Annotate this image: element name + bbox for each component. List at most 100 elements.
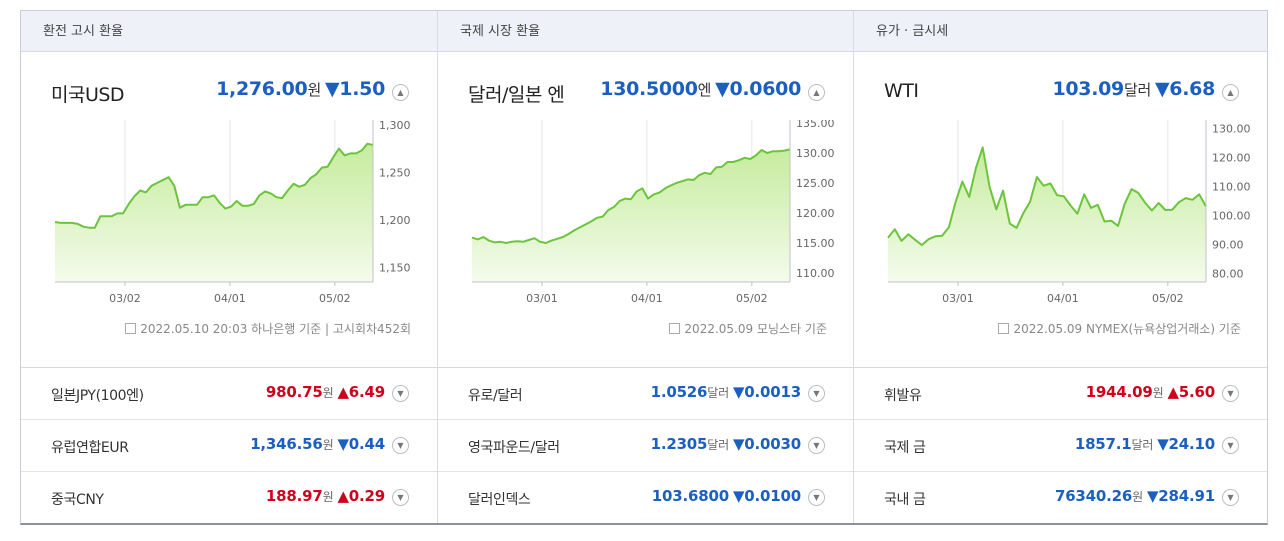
list-item-name[interactable]: 유럽연합EUR: [51, 440, 129, 456]
list-item-change: ▼284.91: [1146, 487, 1215, 505]
list-item-change: ▼24.10: [1157, 435, 1215, 453]
list-item-change: ▼0.0013: [732, 383, 801, 401]
list-item-change: ▲5.60: [1167, 383, 1215, 401]
y-tick-label: 1,250: [379, 166, 411, 179]
list-item[interactable]: 유럽연합EUR 1,346.56원 ▼0.44 ▼: [21, 420, 437, 472]
main-quote-value-group: 130.5000엔 ▼0.0600: [600, 78, 801, 100]
x-tick-label: 03/01: [526, 292, 558, 305]
y-tick-label: 130.00: [796, 147, 835, 160]
list-item-name[interactable]: 중국CNY: [51, 492, 104, 508]
list-item-value-group: 103.6800 ▼0.0100: [652, 487, 801, 505]
chevron-up-icon[interactable]: ▲: [808, 84, 825, 101]
chevron-down-icon[interactable]: ▼: [1222, 385, 1239, 402]
list-item-value: 103.6800: [651, 487, 729, 505]
chart-svg: 03/01 04/01 05/02 130.00 120.00 110.00 100.00 9…: [887, 120, 1251, 305]
y-tick-label: 125.00: [796, 177, 835, 190]
list-item-value-group: 1,346.56원 ▼0.44: [250, 435, 385, 453]
main-quote-unit: 달러: [1123, 81, 1151, 99]
footnote-text: 2022.05.09 모닝스타 기준: [684, 322, 827, 336]
x-tick-label: 03/01: [942, 292, 974, 305]
main-quote-name[interactable]: 달러/일본 엔: [468, 84, 565, 106]
footnote: 2022.05.09 모닝스타 기준: [669, 320, 827, 337]
list-item-unit: 달러: [707, 386, 729, 400]
y-tick-label: 115.00: [796, 237, 835, 250]
list-item-name[interactable]: 달러인덱스: [468, 492, 531, 508]
chevron-down-icon[interactable]: ▼: [808, 437, 825, 454]
list-item-unit: 원: [322, 438, 334, 452]
main-quote-value: 130.5000: [600, 78, 698, 100]
y-tick-label: 1,150: [379, 262, 411, 275]
series-line: [54, 142, 374, 229]
list-item[interactable]: 일본JPY(100엔) 980.75원 ▲6.49 ▼: [21, 368, 437, 420]
footnote: 2022.05.09 NYMEX(뉴욕상업거래소) 기준: [998, 320, 1241, 337]
area-fill: [888, 147, 1206, 282]
list-item-name[interactable]: 휘발유: [884, 388, 922, 404]
list-item-value: 1,346.56: [250, 435, 323, 453]
list-item-value-group: 1944.09원 ▲5.60: [1085, 383, 1216, 401]
chevron-down-icon[interactable]: ▼: [1222, 489, 1239, 506]
main-quote-value-group: 103.09달러 ▼6.68: [1052, 78, 1215, 100]
main-quote-unit: 원: [307, 81, 321, 99]
list-item-name[interactable]: 국제 금: [884, 440, 926, 456]
list-item-unit: 달러: [1131, 438, 1154, 452]
y-tick-label: 110.00: [1212, 181, 1251, 194]
main-quote-change: ▼0.0600: [715, 78, 801, 100]
chevron-up-icon[interactable]: ▲: [392, 84, 409, 101]
list-item-name[interactable]: 유로/달러: [468, 388, 523, 404]
list-item-change: ▼0.0030: [732, 435, 801, 453]
list-item-name[interactable]: 일본JPY(100엔): [51, 388, 144, 404]
list-item-name[interactable]: 국내 금: [884, 492, 926, 508]
list-item[interactable]: 국내 금 76340.26원 ▼284.91 ▼: [854, 472, 1267, 524]
list-item-unit: 원: [322, 490, 334, 504]
column-exchange-notice: 환전 고시 환율 미국USD 1,276.00원 ▼1.50 ▲ 03/02 04/…: [21, 11, 437, 523]
main-quote-value-group: 1,276.00원 ▼1.50: [216, 78, 385, 100]
main-quote-name[interactable]: 미국USD: [51, 84, 125, 106]
y-tick-label: 80.00: [1212, 267, 1244, 280]
exchange-rate-widget: 환전 고시 환율 미국USD 1,276.00원 ▼1.50 ▲ 03/02 04/…: [20, 10, 1268, 525]
list-item-value: 1.2305: [650, 435, 708, 453]
list-item[interactable]: 영국파운드/달러 1.2305달러 ▼0.0030 ▼: [438, 420, 853, 472]
y-tick-label: 110.00: [796, 267, 835, 280]
chevron-down-icon[interactable]: ▼: [1222, 437, 1239, 454]
list-item[interactable]: 중국CNY 188.97원 ▲0.29 ▼: [21, 472, 437, 524]
chevron-down-icon[interactable]: ▼: [392, 489, 409, 506]
list-item-name[interactable]: 영국파운드/달러: [468, 440, 560, 456]
list-item[interactable]: 달러인덱스 103.6800 ▼0.0100 ▼: [438, 472, 853, 524]
series-line: [471, 148, 791, 244]
column-header[interactable]: 환전 고시 환율: [21, 11, 437, 52]
main-quote: 달러/일본 엔 130.5000엔 ▼0.0600 ▲ 03/01 04/01 05/…: [438, 52, 853, 368]
list-item[interactable]: 유로/달러 1.0526달러 ▼0.0013 ▼: [438, 368, 853, 420]
list-item-change: ▲6.49: [337, 383, 385, 401]
x-tick-label: 05/02: [1152, 292, 1184, 305]
main-quote-name[interactable]: WTI: [884, 80, 919, 102]
footnote-text: 2022.05.10 20:03 하나은행 기준 | 고시회차452회: [140, 322, 411, 336]
document-icon: [125, 323, 137, 334]
list-item[interactable]: 국제 금 1857.1달러 ▼24.10 ▼: [854, 420, 1267, 472]
y-tick-label: 130.00: [1212, 123, 1251, 136]
column-header[interactable]: 유가 · 금시세: [854, 11, 1267, 52]
list-item-value-group: 980.75원 ▲6.49: [266, 383, 385, 401]
main-quote-change: ▼6.68: [1155, 78, 1215, 100]
footnote: 2022.05.10 20:03 하나은행 기준 | 고시회차452회: [125, 320, 411, 337]
column-international-market: 국제 시장 환율 달러/일본 엔 130.5000엔 ▼0.0600 ▲ 03/0…: [437, 11, 853, 523]
chevron-up-icon[interactable]: ▲: [1222, 84, 1239, 101]
chart-svg: 03/01 04/01 05/02 135.00 130.00 125.00 120.00 1…: [471, 120, 835, 305]
y-tick-label: 135.00: [796, 120, 835, 130]
list-item-value: 76340.26: [1054, 487, 1133, 505]
column-oil-gold: 유가 · 금시세 WTI 103.09달러 ▼6.68 ▲ 03/01 04/01 0…: [853, 11, 1267, 523]
list-item-value-group: 1.0526달러 ▼0.0013: [650, 383, 802, 401]
main-quote-value: 1,276.00: [216, 78, 308, 100]
chevron-down-icon[interactable]: ▼: [392, 437, 409, 454]
list-item[interactable]: 휘발유 1944.09원 ▲5.60 ▼: [854, 368, 1267, 420]
column-header[interactable]: 국제 시장 환율: [438, 11, 853, 52]
chevron-down-icon[interactable]: ▼: [808, 385, 825, 402]
document-icon: [998, 323, 1010, 334]
list-item-value: 1944.09: [1085, 383, 1153, 401]
chevron-down-icon[interactable]: ▼: [808, 489, 825, 506]
y-tick-label: 100.00: [1212, 209, 1251, 222]
chevron-down-icon[interactable]: ▼: [392, 385, 409, 402]
price-chart: 03/01 04/01 05/02 135.00 130.00 125.00 120.00 1…: [438, 120, 854, 310]
main-quote: WTI 103.09달러 ▼6.68 ▲ 03/01 04/01 05/02 130.0…: [854, 52, 1267, 368]
y-tick-label: 120.00: [796, 207, 835, 220]
list-item-value: 1.0526: [650, 383, 708, 401]
